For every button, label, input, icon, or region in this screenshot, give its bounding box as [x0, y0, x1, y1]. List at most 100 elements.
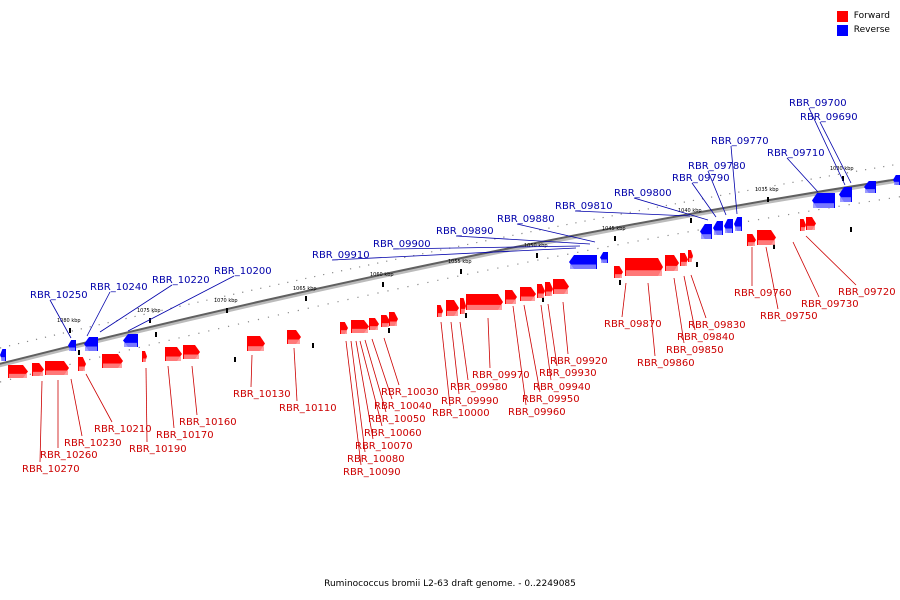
reverse-gene-label: RBR_10200: [214, 266, 272, 277]
forward-gene-shade: [807, 225, 815, 230]
forward-gene-label: RBR_10060: [364, 428, 422, 439]
reverse-leader-line: [127, 275, 235, 332]
forward-gene-shade: [554, 289, 568, 294]
reverse-leader-line: [707, 170, 727, 216]
forward-gene-shade: [801, 227, 805, 231]
forward-gene-shade: [546, 291, 552, 296]
forward-gene-label: RBR_09930: [539, 368, 597, 379]
forward-gene-label: RBR_10050: [368, 414, 426, 425]
forward-gene: [165, 347, 182, 361]
reverse-gene-label: RBR_09880: [497, 214, 555, 225]
forward-gene: [340, 322, 348, 334]
scale-tick: [614, 236, 616, 241]
reverse-gene-label: RBR_09810: [555, 201, 613, 212]
forward-leader-line: [621, 282, 627, 318]
forward-gene: [460, 298, 466, 314]
scale-label: 1075 kbp: [137, 308, 161, 314]
reverse-gene: [734, 217, 742, 231]
reverse-leader-line: [516, 223, 596, 243]
forward-gene: [505, 290, 517, 304]
forward-gene-label: RBR_09980: [450, 382, 508, 393]
reverse-leader-line: [86, 291, 111, 337]
forward-gene-shade: [382, 323, 389, 327]
forward-leader-line: [191, 365, 198, 416]
reverse-gene-label: RBR_10240: [90, 282, 148, 293]
legend-forward: Forward: [836, 9, 890, 23]
forward-gene-label: RBR_10160: [179, 417, 237, 428]
reverse-gene: [123, 334, 138, 347]
forward-gene: [45, 361, 69, 375]
forward-leader-line: [459, 321, 469, 381]
forward-gene: [625, 258, 663, 276]
forward-gene: [800, 219, 806, 231]
forward-gene-label: RBR_10260: [40, 450, 98, 461]
reverse-gene-label: RBR_09790: [672, 173, 730, 184]
forward-gene-label: RBR_10130: [233, 389, 291, 400]
reverse-leader-line: [808, 107, 846, 186]
forward-gene-shade: [447, 310, 458, 316]
legend-reverse-label: Reverse: [853, 25, 890, 35]
forward-gene-label: RBR_09730: [801, 299, 859, 310]
forward-gene-shade: [438, 313, 442, 317]
reverse-gene-shade: [894, 181, 899, 185]
forward-gene-shade: [352, 328, 368, 333]
reverse-gene-shade: [735, 226, 741, 231]
scale-tick: [149, 318, 151, 323]
forward-leader-line: [487, 317, 491, 369]
reverse-leader-line: [786, 157, 819, 193]
reverse-gene-label: RBR_09910: [312, 250, 370, 261]
forward-leader-line: [359, 340, 383, 427]
scale-label: 1035 kbp: [755, 187, 779, 193]
reverse-gene-label: RBR_09690: [800, 112, 858, 123]
scale-tick: [69, 328, 71, 333]
forward-gene-label: RBR_10030: [381, 387, 439, 398]
forward-gene-shade: [461, 308, 465, 314]
forward-gene-shade: [615, 274, 622, 278]
forward-gene-label: RBR_10000: [432, 408, 490, 419]
forward-leader-line: [523, 304, 541, 393]
forward-leader-line: [383, 337, 400, 386]
forward-leader-line: [293, 347, 298, 402]
scale-tick: [382, 282, 384, 287]
forward-leader-line: [673, 277, 685, 344]
reverse-gene-shade: [701, 234, 711, 239]
forward-leader-line: [683, 275, 696, 331]
forward-leader-line: [355, 340, 374, 440]
scale-label: 1080 kbp: [57, 318, 81, 324]
reverse-gene: [600, 252, 608, 263]
forward-gene: [102, 354, 123, 368]
reverse-gene: [839, 187, 852, 202]
scale-label: 1050 kbp: [524, 243, 548, 249]
reverse-gene-shade: [865, 189, 875, 193]
scale-tick: [226, 308, 228, 313]
forward-leader-line: [39, 380, 43, 463]
reverse-leader-line: [99, 284, 173, 333]
forward-gene: [545, 282, 553, 296]
forward-gene: [680, 253, 688, 266]
reverse-leader-line: [455, 235, 591, 245]
scale-label: 1045 kbp: [602, 226, 626, 232]
reverse-gene-label: RBR_09710: [767, 148, 825, 159]
forward-gene-label: RBR_09760: [734, 288, 792, 299]
forward-gene-label: RBR_10090: [343, 467, 401, 478]
scale-label: 1055 kbp: [448, 259, 472, 265]
reverse-gene-label: RBR_09800: [614, 188, 672, 199]
forward-gene-shade: [248, 346, 264, 351]
forward-leader-line: [371, 338, 393, 400]
forward-gene-label: RBR_09830: [688, 320, 746, 331]
forward-gene-shade: [689, 258, 692, 262]
forward-gene-shade: [103, 363, 122, 368]
forward-gene-shade: [626, 270, 662, 276]
forward-leader-line: [547, 303, 558, 367]
scale-label: 1030 kbp: [830, 166, 854, 172]
forward-gene-label: RBR_09840: [677, 332, 735, 343]
forward-leader-line: [512, 305, 527, 406]
reverse-gene-label: RBR_09780: [688, 161, 746, 172]
forward-leader-line: [440, 321, 451, 407]
forward-gene: [8, 365, 28, 378]
reverse-leader-line: [730, 145, 738, 215]
forward-gene-label: RBR_10210: [94, 424, 152, 435]
scale-tick: [460, 269, 462, 274]
reverse-gene: [724, 219, 733, 233]
reverse-gene-label: RBR_09900: [373, 239, 431, 250]
